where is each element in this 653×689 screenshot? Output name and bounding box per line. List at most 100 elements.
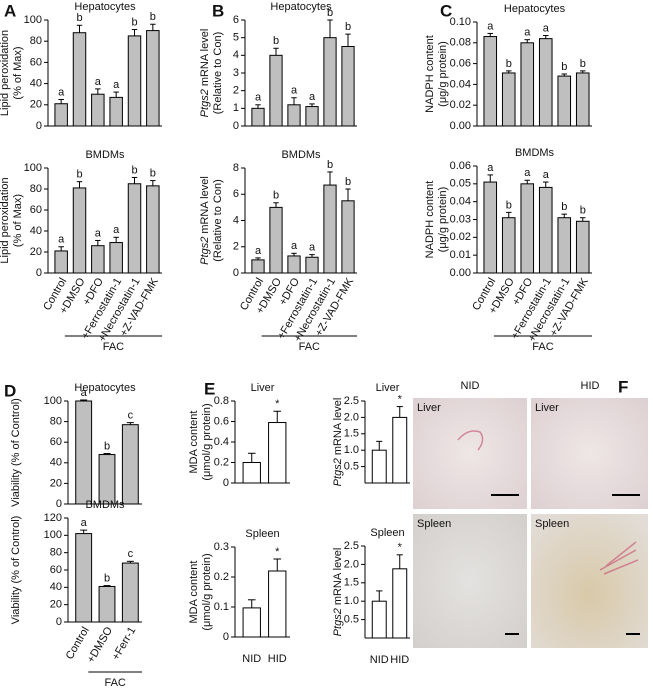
significance-label: a — [58, 86, 65, 98]
significance-label: b — [273, 190, 279, 202]
significance-label: a — [543, 169, 550, 181]
micrograph — [413, 398, 527, 509]
y-tick-label: 0.5 — [344, 614, 359, 626]
y-tick-label: 0.06 — [450, 160, 471, 172]
bar — [371, 449, 387, 484]
y-axis-label: Ptgs2 mRNA level — [332, 548, 344, 637]
chart-title: Hepatocytes — [74, 382, 136, 394]
stain — [599, 541, 639, 575]
y-tick-label: 1.0 — [344, 595, 359, 607]
y-tick-label: 0.06 — [450, 58, 471, 70]
significance-label: a — [309, 242, 316, 254]
bar — [483, 181, 498, 274]
y-axis-label-text: (Relative to Con) — [212, 179, 224, 262]
tile-label: Liver — [535, 402, 559, 414]
bar — [392, 568, 408, 639]
y-axis-label-text: (% of Max) — [12, 46, 24, 99]
y-axis-label-text: mRNA level — [199, 176, 211, 233]
bar — [501, 72, 516, 127]
bar — [54, 103, 68, 127]
bar — [269, 54, 283, 127]
y-axis-label: (Relative to Con) — [212, 32, 224, 115]
y-axis-label-text: (μg/g protein) — [437, 187, 449, 253]
y-tick-label: 0 — [233, 120, 239, 132]
bar — [287, 104, 301, 127]
y-axis-label: (μmol/g protein) — [201, 553, 213, 630]
y-tick-label: 0 — [56, 498, 62, 510]
y-axis-label-gene: Ptgs2 — [332, 608, 344, 636]
y-tick-label: 0 — [36, 267, 42, 279]
chart-title: BMDMs — [281, 149, 321, 161]
y-tick-label: 0.01 — [450, 249, 471, 261]
x-tick-label: NID — [242, 653, 261, 665]
bar — [323, 184, 337, 274]
bar — [121, 562, 139, 623]
y-axis-label-text: NADPH content — [424, 181, 436, 259]
significance-label: a — [524, 167, 531, 179]
y-axis-label: Ptgs2 mRNA level — [332, 398, 344, 487]
chart-title: Liver — [251, 382, 275, 394]
y-tick-label: 8 — [233, 162, 239, 174]
y-axis-label: Viability (% of Control) — [10, 516, 22, 625]
y-tick-label: 2.0 — [344, 411, 359, 423]
bar — [146, 185, 160, 274]
panel-label: E — [204, 379, 215, 398]
y-tick-label: 20 — [50, 599, 62, 611]
y-tick-label: 100 — [24, 14, 42, 26]
significance-label: b — [345, 21, 351, 33]
significance-label: a — [487, 162, 494, 174]
y-tick-label: 0 — [36, 120, 42, 132]
y-axis-label: NADPH content — [424, 35, 436, 113]
y-axis-label-text: MDA content — [188, 411, 200, 474]
bar — [483, 36, 498, 127]
chart-title: Hepatocytes — [74, 1, 136, 13]
significance-label: * — [398, 542, 403, 554]
y-tick-label: 0.2 — [214, 456, 229, 468]
bar — [371, 600, 387, 639]
significance-label: a — [95, 227, 102, 239]
bar — [323, 37, 337, 127]
y-tick-label: 0.04 — [450, 196, 471, 208]
chart-title: Hepatocytes — [270, 1, 332, 13]
significance-label: a — [255, 245, 262, 257]
y-tick-label: 1 — [233, 102, 239, 114]
y-axis-label: Lipid peroxidation — [0, 30, 11, 116]
x-tick-label: NID — [370, 654, 389, 666]
y-axis-label-text: Viability (% of Control) — [10, 516, 22, 625]
y-axis-label: Ptgs2 mRNA level — [199, 29, 211, 118]
significance-label: * — [398, 393, 403, 405]
tile-label: Spleen — [535, 518, 569, 530]
y-tick-label: 40 — [50, 581, 62, 593]
y-tick-label: 0.3 — [214, 541, 229, 553]
y-tick-label: 0.03 — [450, 213, 471, 225]
bar — [242, 607, 261, 638]
y-tick-label: 1.0 — [344, 444, 359, 456]
y-tick-label: 100 — [24, 162, 42, 174]
y-tick-label: 2.5 — [344, 540, 359, 552]
significance-label: b — [561, 61, 567, 73]
group-label: FAC — [103, 341, 124, 353]
y-tick-label: 40 — [30, 225, 42, 237]
y-tick-label: 20 — [30, 99, 42, 111]
significance-label: a — [113, 224, 120, 236]
column-label: HID — [581, 380, 600, 392]
y-axis-label-text: (Relative to Con) — [212, 32, 224, 115]
y-axis-label: MDA content — [188, 411, 200, 474]
significance-label: b — [150, 11, 156, 23]
bar — [251, 107, 265, 127]
y-tick-label: 0.2 — [214, 571, 229, 583]
significance-label: b — [506, 58, 512, 70]
group-label: FAC — [299, 341, 320, 353]
y-axis-label: Lipid peroxidation — [0, 177, 11, 263]
y-tick-label: 1.5 — [344, 577, 359, 589]
significance-label: b — [273, 35, 279, 47]
bar — [305, 256, 319, 274]
y-tick-label: 0.04 — [450, 78, 471, 90]
significance-label: b — [561, 201, 567, 213]
significance-label: b — [76, 12, 82, 24]
bar — [75, 533, 93, 623]
y-tick-label: 4 — [233, 49, 239, 61]
x-tick-label: HID — [390, 654, 409, 666]
y-tick-label: 100 — [44, 395, 62, 407]
panel-label: F — [618, 377, 628, 396]
